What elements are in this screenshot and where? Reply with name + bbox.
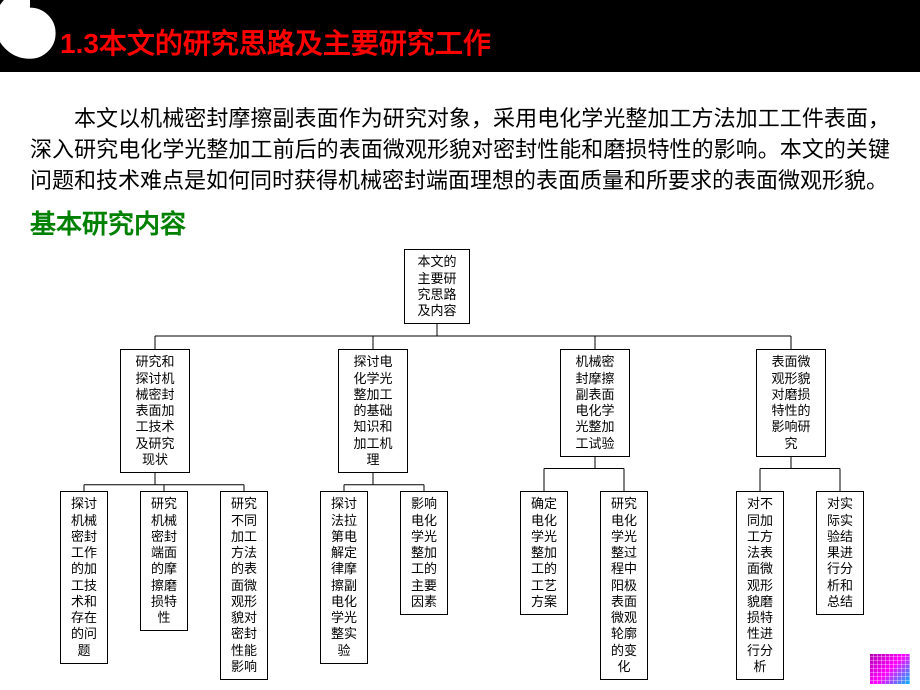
tree-node: 对不 同加 工方 法表 面微 观形 貌磨 损特 性进 行分 析: [736, 491, 784, 680]
footer-logo-icon: [870, 654, 910, 684]
tree-node: 研究 不同 加工 方法 的表 面微 观形 貌对 密封 性能 影响: [220, 491, 268, 680]
page-title: 1.3本文的研究思路及主要研究工作: [60, 22, 491, 62]
tree-node: 探讨 机械 密封 工作 的加 工技 术和 存在 的问 题: [60, 491, 108, 664]
header-band: 1.3本文的研究思路及主要研究工作: [0, 0, 920, 72]
intro-text: 本文以机械密封摩擦副表面作为研究对象，采用电化学光整加工方法加工工件表面，深入研…: [30, 104, 890, 196]
tree-node: 确定 电化 学光 整加 工的 工艺 方案: [520, 491, 568, 615]
tree-node: 研究 机械 密封 端面 的摩 擦磨 损特 性: [140, 491, 188, 631]
intro-paragraph: 本文以机械密封摩擦副表面作为研究对象，采用电化学光整加工方法加工工件表面，深入研…: [0, 72, 920, 204]
tree-node: 机械密 封摩擦 副表面 电化学 光整加 工试验: [560, 349, 630, 457]
section-subtitle: 基本研究内容: [0, 204, 920, 249]
tree-node: 研究 电化 学光 整过 程中 阳极 表面 微观 轮廓 的变 化: [600, 491, 648, 680]
tree-node: 探讨电 化学光 整加工 的基础 知识和 加工机 理: [338, 349, 408, 473]
tree-node: 探讨 法拉 第电 解定 律摩 擦副 电化 学光 整实 验: [320, 491, 368, 664]
tree-node: 研究和 探讨机 械密封 表面加 工技术 及研究 现状: [120, 349, 190, 473]
research-tree-diagram: 本文的 主要研 究思路 及内容研究和 探讨机 械密封 表面加 工技术 及研究 现…: [0, 249, 920, 669]
tree-node: 对实 际实 验结 果进 行分 析和 总结: [816, 491, 864, 615]
tree-node: 表面微 观形貌 对磨损 特性的 影响研 究: [756, 349, 826, 457]
tree-node: 本文的 主要研 究思路 及内容: [404, 249, 470, 324]
tree-node: 影响 电化 学光 整加 工的 主要 因素: [400, 491, 448, 615]
